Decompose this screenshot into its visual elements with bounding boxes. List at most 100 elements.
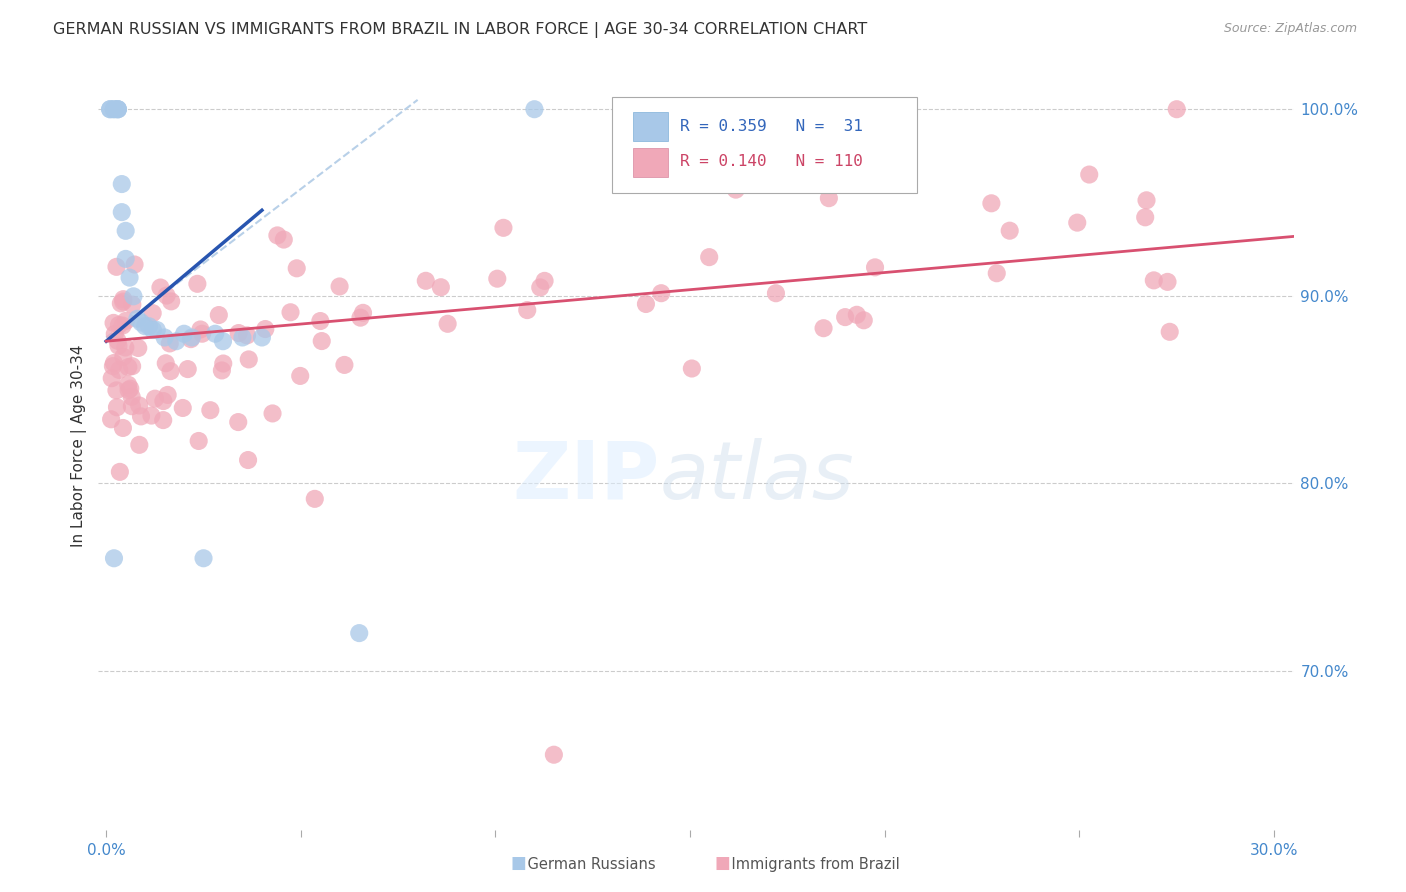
- Point: [153, 330, 176, 344]
- Point: [103, 551, 125, 566]
- Point: [142, 323, 165, 337]
- Point: [129, 409, 152, 424]
- Point: [112, 294, 135, 309]
- Point: [160, 294, 183, 309]
- Point: [111, 205, 134, 219]
- Point: [529, 280, 551, 294]
- Point: [250, 330, 273, 344]
- Point: [208, 308, 231, 322]
- Point: [107, 102, 129, 116]
- Point: [329, 279, 352, 293]
- Point: [187, 434, 209, 448]
- Text: ▪ German Russians: ▪ German Russians: [513, 857, 655, 872]
- Point: [634, 297, 657, 311]
- Point: [191, 326, 214, 341]
- Point: [309, 314, 332, 328]
- FancyBboxPatch shape: [633, 147, 668, 177]
- Point: [266, 228, 288, 243]
- Point: [105, 384, 128, 398]
- Point: [415, 274, 437, 288]
- Y-axis label: In Labor Force | Age 30-34: In Labor Force | Age 30-34: [72, 344, 87, 548]
- Point: [121, 359, 143, 374]
- Point: [765, 286, 787, 301]
- Point: [138, 319, 160, 334]
- Point: [236, 453, 259, 467]
- Point: [143, 392, 166, 406]
- Point: [180, 332, 202, 346]
- Point: [273, 233, 295, 247]
- Point: [114, 341, 136, 355]
- Point: [98, 102, 121, 116]
- Point: [156, 388, 179, 402]
- Point: [492, 220, 515, 235]
- Point: [108, 318, 131, 332]
- Point: [112, 350, 135, 364]
- Point: [120, 382, 142, 396]
- Point: [1156, 275, 1178, 289]
- Point: [117, 377, 139, 392]
- Text: ZIP: ZIP: [513, 438, 661, 516]
- Point: [180, 330, 202, 344]
- Text: GERMAN RUSSIAN VS IMMIGRANTS FROM BRAZIL IN LABOR FORCE | AGE 30-34 CORRELATION : GERMAN RUSSIAN VS IMMIGRANTS FROM BRAZIL…: [53, 22, 868, 38]
- Point: [262, 406, 284, 420]
- Point: [111, 421, 134, 435]
- Point: [349, 310, 371, 325]
- Point: [650, 286, 672, 301]
- Point: [533, 274, 555, 288]
- Point: [107, 102, 129, 116]
- Point: [152, 394, 174, 409]
- Point: [280, 305, 302, 319]
- Point: [1166, 102, 1188, 116]
- Point: [103, 102, 125, 116]
- Point: [231, 330, 253, 344]
- Point: [108, 465, 131, 479]
- Point: [290, 368, 312, 383]
- FancyBboxPatch shape: [633, 112, 668, 142]
- Point: [101, 359, 124, 373]
- Point: [212, 334, 235, 349]
- Point: [110, 296, 132, 310]
- Point: [173, 326, 195, 341]
- Point: [159, 336, 181, 351]
- Point: [1135, 194, 1157, 208]
- Point: [103, 102, 125, 116]
- Point: [681, 361, 703, 376]
- Point: [845, 308, 868, 322]
- Point: [107, 334, 129, 348]
- Point: [103, 316, 125, 330]
- Point: [111, 177, 134, 191]
- Point: [104, 326, 127, 341]
- Point: [193, 551, 215, 566]
- Point: [117, 383, 139, 397]
- Text: R = 0.359   N =  31: R = 0.359 N = 31: [681, 119, 863, 134]
- Point: [118, 270, 141, 285]
- Point: [436, 317, 458, 331]
- Point: [165, 334, 187, 349]
- Point: [100, 412, 122, 426]
- Point: [134, 319, 156, 334]
- Text: ■: ■: [510, 855, 526, 872]
- Text: Source: ZipAtlas.com: Source: ZipAtlas.com: [1223, 22, 1357, 36]
- Point: [200, 403, 222, 417]
- Point: [186, 277, 208, 291]
- Point: [228, 326, 250, 340]
- Point: [818, 191, 841, 205]
- Point: [516, 303, 538, 318]
- Point: [849, 112, 872, 126]
- Point: [1066, 216, 1088, 230]
- Point: [204, 326, 226, 341]
- Point: [127, 311, 149, 326]
- Point: [226, 415, 249, 429]
- Point: [128, 399, 150, 413]
- Point: [155, 356, 177, 370]
- Point: [98, 102, 121, 116]
- Point: [121, 399, 143, 413]
- Point: [212, 357, 235, 371]
- Point: [121, 298, 143, 312]
- Point: [152, 413, 174, 427]
- Point: [128, 438, 150, 452]
- Point: [108, 363, 131, 377]
- Text: atlas: atlas: [661, 438, 855, 516]
- Point: [112, 292, 135, 306]
- Point: [190, 322, 212, 336]
